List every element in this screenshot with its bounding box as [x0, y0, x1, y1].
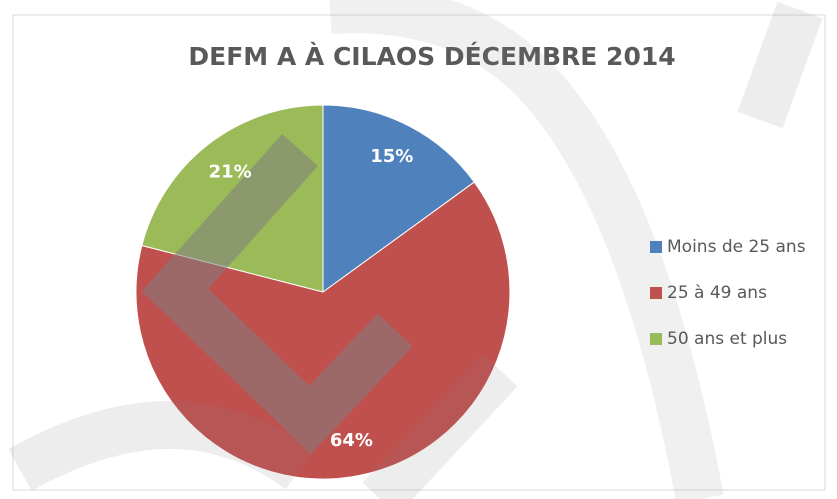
pie-slice: [322, 104, 475, 293]
chart-title: DEFM A À CILAOS DÉCEMBRE 2014: [188, 42, 675, 71]
watermark-stroke: [329, 0, 724, 499]
legend-swatch: [650, 287, 662, 299]
legend-swatch: [650, 333, 662, 345]
watermark-stroke: [737, 1, 823, 129]
legend-label: Moins de 25 ans: [667, 237, 806, 257]
legend-swatch: [650, 241, 662, 253]
legend-label: 50 ans et plus: [667, 329, 787, 349]
watermark: [8, 0, 823, 499]
labels: 15% 64% 21%: [209, 146, 414, 451]
watermark-stroke: [141, 134, 413, 455]
watermark-stroke: [362, 353, 518, 499]
pie-slice: [135, 181, 511, 480]
watermark-stroke: [8, 401, 315, 491]
data-label: 21%: [209, 161, 252, 182]
data-label: 15%: [370, 146, 413, 167]
legend: Moins de 25 ans 25 à 49 ans 50 ans et plus: [650, 237, 806, 349]
data-label: 64%: [330, 430, 373, 451]
legend-label: 25 à 49 ans: [667, 283, 767, 303]
